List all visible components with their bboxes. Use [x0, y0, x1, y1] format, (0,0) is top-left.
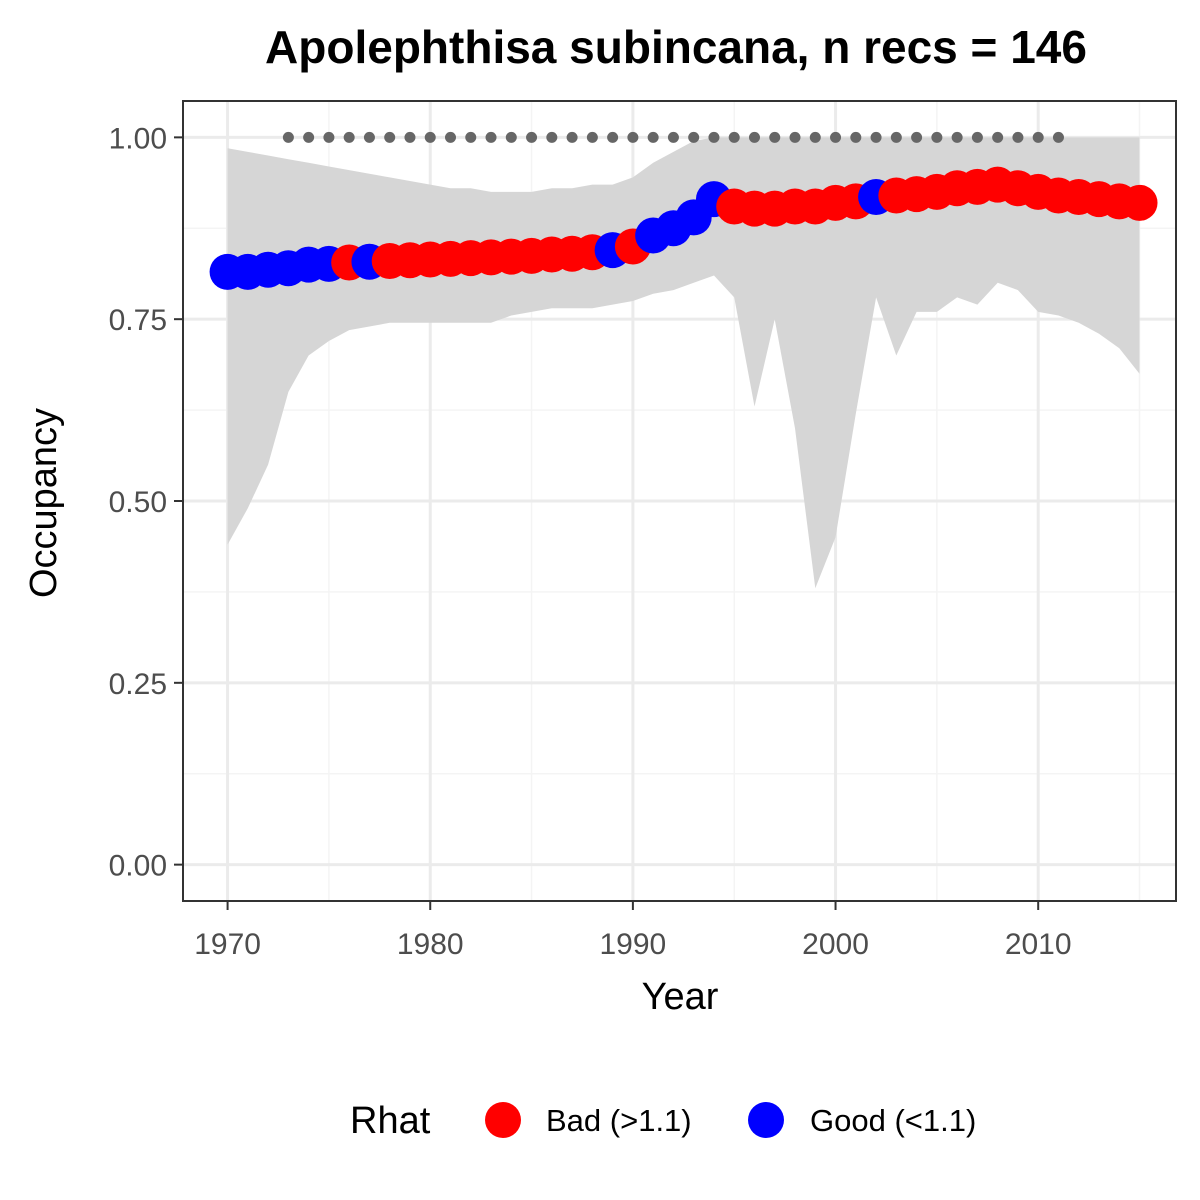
record-point: [728, 131, 740, 143]
y-tick-label: 0.75: [109, 304, 167, 337]
y-tick-label: 0.50: [109, 486, 167, 519]
record-point: [566, 131, 578, 143]
record-point: [850, 131, 862, 143]
record-point: [870, 131, 882, 143]
occupancy-points: [209, 166, 1158, 290]
y-tick-label: 0.25: [109, 668, 167, 701]
x-tick-label: 2010: [1005, 928, 1072, 961]
x-axis-ticks: 1970 1980 1990 2000 2010: [194, 901, 1072, 961]
legend-title: Rhat: [350, 1100, 431, 1142]
record-point: [404, 131, 416, 143]
record-point: [708, 131, 720, 143]
record-point: [1052, 131, 1064, 143]
record-point: [951, 131, 963, 143]
legend-key-good: [748, 1102, 784, 1138]
chart-title: Apolephthisa subincana, n recs = 146: [265, 21, 1087, 73]
record-point: [911, 131, 923, 143]
record-point: [303, 131, 315, 143]
x-tick-label: 1970: [194, 928, 261, 961]
record-point: [931, 131, 943, 143]
record-point: [971, 131, 983, 143]
y-axis-title: Occupancy: [23, 408, 65, 598]
record-point: [890, 131, 902, 143]
record-point: [647, 131, 659, 143]
record-point: [465, 131, 477, 143]
record-point: [363, 131, 375, 143]
record-point: [343, 131, 355, 143]
legend-key-bad: [485, 1102, 521, 1138]
x-tick-label: 1980: [397, 928, 464, 961]
record-point: [485, 131, 497, 143]
record-point: [384, 131, 396, 143]
occupancy-point: [1121, 184, 1158, 221]
y-axis-ticks: 0.00 0.25 0.50 0.75 1.00: [109, 122, 183, 883]
legend: Rhat Bad (>1.1) Good (<1.1): [350, 1100, 976, 1142]
record-point: [607, 131, 619, 143]
record-point: [809, 131, 821, 143]
record-markers: [282, 131, 1064, 143]
record-point: [830, 131, 842, 143]
legend-label-good: Good (<1.1): [810, 1103, 976, 1138]
record-point: [769, 131, 781, 143]
x-tick-label: 1990: [600, 928, 667, 961]
record-point: [789, 131, 801, 143]
record-point: [505, 131, 517, 143]
record-point: [688, 131, 700, 143]
record-point: [627, 131, 639, 143]
record-point: [323, 131, 335, 143]
record-point: [586, 131, 598, 143]
record-point: [667, 131, 679, 143]
record-point: [546, 131, 558, 143]
record-point: [992, 131, 1004, 143]
y-tick-label: 1.00: [109, 122, 167, 155]
x-axis-title: Year: [642, 976, 719, 1018]
legend-label-bad: Bad (>1.1): [546, 1103, 692, 1138]
x-tick-label: 2000: [802, 928, 869, 961]
y-tick-label: 0.00: [109, 850, 167, 883]
record-point: [424, 131, 436, 143]
record-point: [1032, 131, 1044, 143]
record-point: [445, 131, 457, 143]
record-point: [748, 131, 760, 143]
record-point: [526, 131, 538, 143]
record-point: [282, 131, 294, 143]
record-point: [1012, 131, 1024, 143]
